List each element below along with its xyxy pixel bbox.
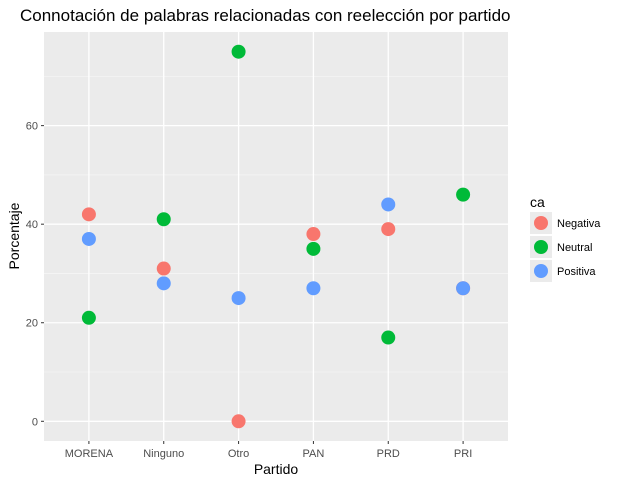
x-axis-title: Partido xyxy=(254,461,299,477)
legend-label-negativa: Negativa xyxy=(557,218,601,230)
plot-panel xyxy=(44,32,508,441)
y-axis-title: Porcentaje xyxy=(6,202,22,269)
point-positiva xyxy=(381,197,396,212)
y-tick-label: 20 xyxy=(26,318,38,330)
legend-swatch-positiva xyxy=(534,264,548,278)
x-tick-label: Ninguno xyxy=(143,448,184,460)
legend-swatch-negativa xyxy=(534,216,548,230)
x-tick-label: MORENA xyxy=(65,448,114,460)
point-positiva xyxy=(231,291,246,306)
x-tick-label: PRI xyxy=(454,448,472,460)
y-tick-label: 60 xyxy=(26,121,38,133)
y-tick-label: 0 xyxy=(32,416,38,428)
point-neutral xyxy=(456,187,471,202)
point-positiva xyxy=(81,231,96,246)
legend-label-positiva: Positiva xyxy=(557,266,596,278)
point-negativa xyxy=(156,261,171,276)
x-axis: MORENA Ninguno Otro PAN PRD PRI xyxy=(65,441,472,460)
point-negativa xyxy=(231,414,246,429)
point-neutral xyxy=(306,241,321,256)
data-points xyxy=(81,44,471,429)
point-neutral xyxy=(156,212,171,227)
point-positiva xyxy=(156,276,171,291)
legend-title: ca xyxy=(530,194,545,210)
point-negativa xyxy=(381,222,396,237)
point-negativa xyxy=(81,207,96,222)
point-neutral xyxy=(381,330,396,345)
x-tick-label: PAN xyxy=(303,448,325,460)
point-positiva xyxy=(456,281,471,296)
point-neutral xyxy=(81,310,96,325)
point-negativa xyxy=(306,227,321,242)
chart-title: Connotación de palabras relacionadas con… xyxy=(20,6,511,25)
minor-gridlines xyxy=(44,75,508,373)
legend-swatch-neutral xyxy=(534,240,548,254)
y-tick-label: 40 xyxy=(26,219,38,231)
point-neutral xyxy=(231,44,246,59)
major-gridlines xyxy=(44,32,508,441)
legend-label-neutral: Neutral xyxy=(557,242,592,254)
point-positiva xyxy=(306,281,321,296)
x-tick-label: Otro xyxy=(228,448,249,460)
legend: ca Negativa Neutral Positiva xyxy=(530,194,601,282)
x-tick-label: PRD xyxy=(377,448,400,460)
y-axis: 0 20 40 60 xyxy=(26,121,44,428)
